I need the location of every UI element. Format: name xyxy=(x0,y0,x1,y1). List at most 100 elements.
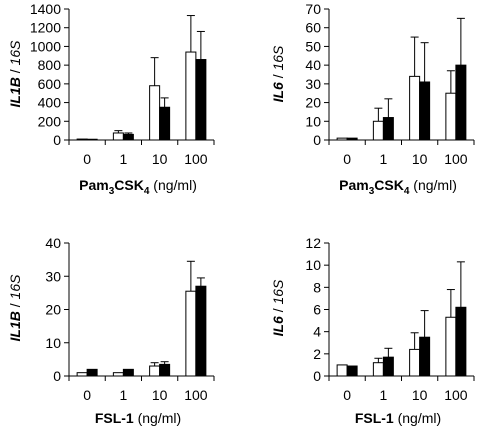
bar-open xyxy=(149,365,161,377)
y-tick-label: 0 xyxy=(313,368,321,384)
y-axis-label-ref: 16S xyxy=(270,279,286,305)
x-tick-label: 100 xyxy=(444,387,468,403)
bar-filled xyxy=(346,137,358,141)
x-axis-label-main: FSL-1 xyxy=(95,410,134,426)
y-axis-label-ref: 16S xyxy=(270,45,286,71)
x-tick-label: 10 xyxy=(152,387,168,403)
bar-filled xyxy=(419,336,431,377)
bar-open xyxy=(445,316,457,377)
x-tick-label: 1 xyxy=(379,151,387,167)
y-axis-label: IL6 / 16S xyxy=(270,279,286,336)
y-tick-label: 8 xyxy=(313,279,321,295)
bar-open xyxy=(149,85,161,141)
bar-filled xyxy=(195,59,207,141)
x-tick-label: 0 xyxy=(343,151,351,167)
chart-panel-il1b-fsl1: IL1B / 16S FSL-1 (ng/ml) 0 10 20 30 40 0 1 10 10… xyxy=(7,235,215,426)
bar-filled xyxy=(419,81,431,141)
y-tick-label: 0 xyxy=(53,132,61,148)
x-axis-label-unit: (ng/ml) xyxy=(409,177,456,193)
y-tick-label: 0 xyxy=(313,132,321,148)
y-tick-label: 10 xyxy=(305,257,321,273)
x-axis-label-sub1: 3 xyxy=(109,186,115,197)
bar-open xyxy=(336,364,348,377)
bar-open xyxy=(76,372,88,377)
x-axis-label-mid: CSK xyxy=(374,177,404,193)
y-tick-label: 4 xyxy=(313,324,321,340)
y-axis-label-gene: IL6 xyxy=(270,316,286,336)
chart-panel-il1b-pam3csk4: IL1B / 16S Pam3CSK4 (ng/ml) 0 200 400 600 80… xyxy=(7,1,215,197)
x-tick-label: 1 xyxy=(119,387,127,403)
y-tick-label: 400 xyxy=(38,95,62,111)
bar-open xyxy=(185,290,197,377)
y-axis-label: IL6 / 16S xyxy=(270,45,286,102)
y-tick-label: 12 xyxy=(305,235,321,251)
y-tick-label: 1000 xyxy=(30,38,61,54)
y-tick-label: 800 xyxy=(38,57,62,73)
x-axis-label: FSL-1 (ng/ml) xyxy=(95,410,181,426)
y-tick-label: 30 xyxy=(305,76,321,92)
y-tick-label: 600 xyxy=(38,76,62,92)
bar-filled xyxy=(159,106,171,141)
y-axis-label-gene: IL1B xyxy=(7,311,23,341)
bar-filled xyxy=(455,64,467,141)
x-tick-label: 10 xyxy=(412,387,428,403)
x-axis-label-sub2: 4 xyxy=(404,186,410,197)
y-axis-label-sep: / xyxy=(7,65,23,77)
bar-open xyxy=(409,75,421,141)
y-axis-label: IL1B / 16S xyxy=(7,40,23,108)
y-tick-label: 20 xyxy=(305,95,321,111)
y-tick-label: 40 xyxy=(305,57,321,73)
y-tick-label: 1200 xyxy=(30,20,61,36)
y-tick-label: 70 xyxy=(305,1,321,17)
chart-panel-il6-pam3csk4: IL6 / 16S Pam3CSK4 (ng/ml) 0102030405060… xyxy=(270,1,475,197)
x-axis-label: Pam3CSK4 (ng/ml) xyxy=(79,177,197,197)
y-axis-label-sep: / xyxy=(270,305,286,317)
bar-filled xyxy=(195,285,207,377)
bar-filled xyxy=(86,138,98,141)
x-tick-label: 100 xyxy=(184,151,208,167)
y-tick-label: 2 xyxy=(313,346,321,362)
bar-filled xyxy=(122,368,134,377)
x-tick-label: 0 xyxy=(83,387,91,403)
bar-open xyxy=(372,120,384,141)
y-tick-label: 200 xyxy=(38,113,62,129)
y-tick-label: 1400 xyxy=(30,1,61,17)
x-axis-label-sub2: 4 xyxy=(144,186,150,197)
x-tick-label: 1 xyxy=(119,151,127,167)
y-tick-label: 20 xyxy=(45,302,61,318)
x-axis-label-main: FSL-1 xyxy=(355,410,394,426)
y-tick-label: 50 xyxy=(305,38,321,54)
x-axis-label: Pam3CSK4 (ng/ml) xyxy=(339,177,457,197)
x-tick-label: 100 xyxy=(444,151,468,167)
y-axis-label-ref: 16S xyxy=(7,40,23,66)
y-axis-label-gene: IL6 xyxy=(270,82,286,102)
x-axis-label-main: Pam xyxy=(339,177,369,193)
y-tick-label: 40 xyxy=(45,235,61,251)
y-tick-label: 60 xyxy=(305,20,321,36)
y-axis-label-gene: IL1B xyxy=(7,77,23,107)
y-axis-label-ref: 16S xyxy=(7,274,23,300)
y-tick-label: 10 xyxy=(305,113,321,129)
chart-panel-il6-fsl1: IL6 / 16S FSL-1 (ng/ml) 0 2 4 6 8 10 12 0 1 10 100 xyxy=(270,235,475,426)
x-axis-label-unit: (ng/ml) xyxy=(149,177,196,193)
x-axis-label-sub1: 3 xyxy=(369,186,375,197)
y-axis-label: IL1B / 16S xyxy=(7,274,23,342)
bar-filled xyxy=(455,306,467,377)
y-tick-label: 10 xyxy=(45,335,61,351)
bar-open xyxy=(409,348,421,377)
x-tick-label: 1 xyxy=(379,387,387,403)
y-tick-label: 30 xyxy=(45,268,61,284)
bar-filled xyxy=(382,117,394,141)
bar-filled xyxy=(86,368,98,377)
x-axis-label-mid: CSK xyxy=(114,177,144,193)
x-tick-label: 10 xyxy=(152,151,168,167)
bar-open xyxy=(112,132,124,141)
bar-open xyxy=(445,92,457,141)
bar-open xyxy=(336,137,348,141)
bar-filled xyxy=(159,363,171,377)
bar-open xyxy=(112,372,124,377)
x-tick-label: 100 xyxy=(184,387,208,403)
y-axis-label-sep: / xyxy=(7,299,23,311)
x-axis-label: FSL-1 (ng/ml) xyxy=(355,410,441,426)
